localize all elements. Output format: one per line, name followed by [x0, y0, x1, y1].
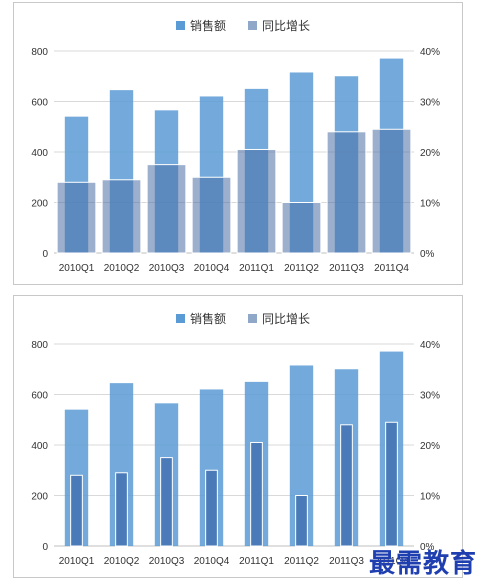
bar-growth	[281, 202, 322, 254]
y-tick-label: 600	[31, 98, 48, 109]
chart-panel-bottom: 销售额 同比增长 0 200 400 600 800 0% 10% 20% 30% 40% 2010Q1…	[13, 295, 463, 578]
y2-tick-label: 10%	[420, 492, 440, 503]
x-tick-label: 2011Q2	[284, 263, 319, 274]
x-tick-label: 2011Q3	[329, 556, 364, 567]
y2-tick-label: 0%	[420, 542, 435, 553]
bar-growth	[236, 148, 277, 254]
x-tick-label: 2010Q4	[194, 263, 230, 274]
x-tick-label: 2011Q1	[239, 263, 274, 274]
bar-growth	[205, 469, 218, 547]
x-tick-label: 2010Q3	[149, 263, 185, 274]
chart-panel-top: 销售额 同比增长 0 200 400 600 800 0% 10% 20% 30% 40% 2010Q1…	[13, 2, 463, 285]
x-tick-label: 2011Q4	[374, 263, 409, 274]
x-tick-label: 2011Q4	[374, 556, 409, 567]
x-tick-label: 2010Q4	[194, 556, 230, 567]
y-tick-label: 800	[31, 47, 48, 58]
legend-label-growth: 同比增长	[262, 19, 310, 33]
bar-growth	[326, 131, 367, 254]
y-tick-label: 400	[31, 441, 48, 452]
chart-top-svg: 销售额 同比增长 0 200 400 600 800 0% 10% 20% 30% 40% 2010Q1…	[31, 18, 440, 274]
legend-label-growth: 同比增长	[262, 312, 310, 326]
y2-tick-label: 20%	[420, 148, 440, 159]
legend: 销售额 同比增长	[176, 311, 310, 326]
x-tick-label: 2011Q1	[239, 556, 274, 567]
chart-bottom-svg: 销售额 同比增长 0 200 400 600 800 0% 10% 20% 30% 40% 2010Q1…	[31, 311, 440, 567]
y-tick-label: 0	[42, 542, 48, 553]
bar-growth	[146, 164, 187, 254]
y2-tick-label: 40%	[420, 47, 440, 58]
bar-growth	[101, 179, 142, 254]
bar-growth	[70, 474, 83, 547]
bar-growth	[191, 176, 232, 254]
bar-growth	[371, 128, 412, 254]
y-tick-label: 200	[31, 492, 48, 503]
y-tick-label: 800	[31, 340, 48, 351]
y2-tick-label: 40%	[420, 340, 440, 351]
x-tick-label: 2011Q3	[329, 263, 364, 274]
legend-swatch-sales	[176, 21, 185, 30]
legend-label-sales: 销售额	[190, 311, 226, 326]
y2-tick-label: 30%	[420, 98, 440, 109]
y2-tick-label: 20%	[420, 441, 440, 452]
legend-label-sales: 销售额	[190, 18, 226, 33]
bar-growth	[295, 495, 308, 547]
x-tick-label: 2010Q3	[149, 556, 185, 567]
bar-growth	[115, 472, 128, 547]
bar-growth	[385, 421, 398, 547]
x-tick-label: 2010Q1	[59, 263, 95, 274]
bar-growth	[56, 181, 97, 254]
bar-growth	[340, 424, 353, 547]
y-tick-label: 600	[31, 391, 48, 402]
legend-swatch-growth	[248, 21, 257, 30]
x-tick-label: 2011Q2	[284, 556, 319, 567]
x-tick-label: 2010Q2	[104, 263, 140, 274]
y2-tick-label: 30%	[420, 391, 440, 402]
legend-swatch-growth	[248, 314, 257, 323]
watermark-text: 最需教育	[368, 549, 477, 579]
y-tick-label: 400	[31, 148, 48, 159]
bar-growth	[250, 441, 263, 547]
y-tick-label: 200	[31, 199, 48, 210]
legend: 销售额 同比增长	[176, 18, 310, 33]
x-tick-label: 2010Q1	[59, 556, 95, 567]
y-tick-label: 0	[42, 249, 48, 260]
y2-tick-label: 0%	[420, 249, 435, 260]
bar-growth	[160, 457, 173, 547]
x-tick-label: 2010Q2	[104, 556, 140, 567]
legend-swatch-sales	[176, 314, 185, 323]
y2-tick-label: 10%	[420, 199, 440, 210]
